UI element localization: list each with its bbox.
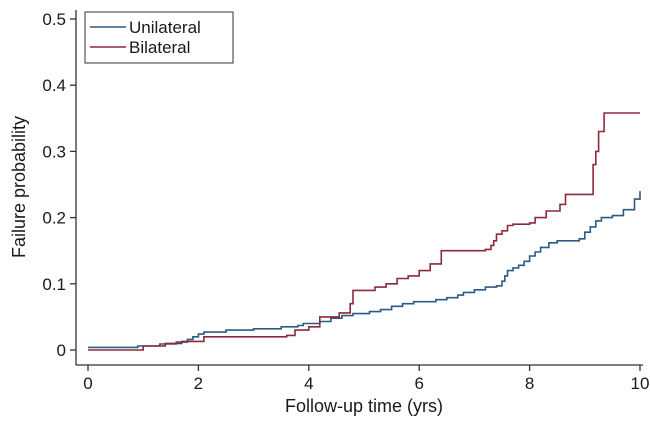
axes [75,10,643,366]
x-ticks: 0 2 4 6 8 10 [83,365,649,393]
legend-label-unilateral: Unilateral [129,18,201,37]
y-tick-label-0-2: 0.2 [42,209,66,228]
x-tick-label-8: 8 [525,374,534,393]
y-tick-label-0-1: 0.1 [42,275,66,294]
x-tick-label-0: 0 [83,374,92,393]
series-layer [88,112,641,351]
y-tick-label-0: 0 [57,341,66,360]
y-tick-label-0-5: 0.5 [42,10,66,29]
series-line-unilateral [88,191,641,349]
legend-box [84,11,234,64]
y-axis-title: Failure probability [9,116,29,258]
x-tick-label-10: 10 [631,374,650,393]
x-axis-title: Follow-up time (yrs) [285,396,443,416]
series-line-bilateral [88,112,640,351]
legend-label-bilateral: Bilateral [129,38,190,57]
y-tick-label-0-4: 0.4 [42,76,66,95]
legend: Unilateral Bilateral [84,11,234,64]
x-tick-label-6: 6 [414,374,423,393]
x-tick-label-2: 2 [194,374,203,393]
y-tick-label-0-3: 0.3 [42,142,66,161]
y-ticks: 0 0.1 0.2 0.3 0.4 0.5 [42,10,76,360]
x-tick-label-4: 4 [304,374,313,393]
